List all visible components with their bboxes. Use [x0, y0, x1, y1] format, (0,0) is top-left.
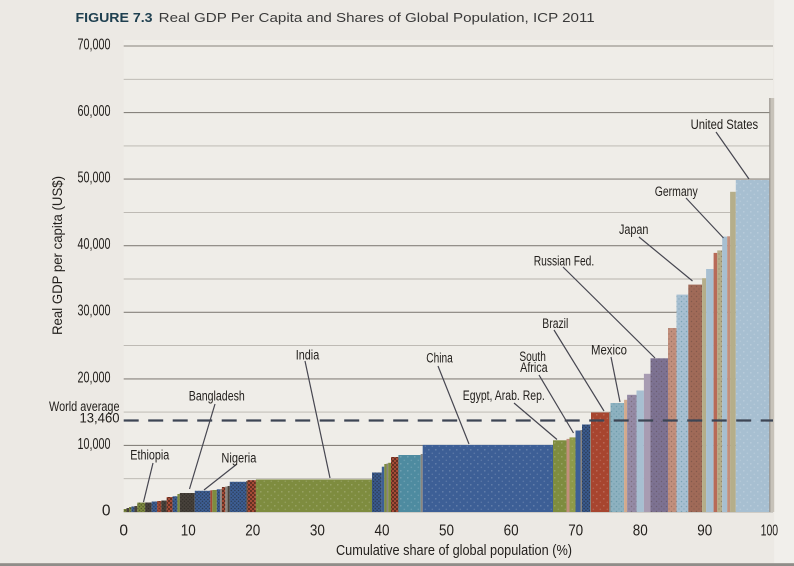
svg-text:30: 30	[310, 523, 325, 540]
svg-text:10: 10	[181, 523, 196, 540]
svg-text:0: 0	[102, 502, 111, 519]
svg-text:Real GDP per capita (US$): Real GDP per capita (US$)	[50, 176, 65, 335]
svg-text:60,000: 60,000	[78, 103, 111, 120]
svg-text:United States: United States	[691, 117, 759, 132]
svg-text:Japan: Japan	[619, 222, 649, 237]
svg-text:50,000: 50,000	[78, 170, 111, 187]
svg-text:China: China	[426, 351, 453, 366]
svg-text:Cumulative share of global pop: Cumulative share of global population (%…	[336, 542, 572, 559]
svg-text:Brazil: Brazil	[542, 316, 568, 331]
svg-text:0: 0	[119, 523, 128, 540]
svg-text:20,000: 20,000	[78, 369, 111, 386]
svg-text:70,000: 70,000	[78, 36, 111, 53]
svg-text:13,460: 13,460	[80, 410, 120, 425]
svg-text:World average: World average	[49, 399, 120, 414]
svg-text:80: 80	[633, 523, 648, 540]
svg-text:Russian Fed.: Russian Fed.	[534, 253, 595, 268]
svg-text:Germany: Germany	[655, 184, 698, 199]
svg-text:70: 70	[568, 523, 583, 540]
svg-text:Nigeria: Nigeria	[221, 451, 256, 466]
svg-text:Egypt, Arab. Rep.: Egypt, Arab. Rep.	[463, 388, 545, 403]
svg-text:Africa: Africa	[520, 360, 548, 375]
svg-text:Mexico: Mexico	[591, 343, 627, 358]
svg-text:60: 60	[504, 523, 519, 540]
svg-text:10,000: 10,000	[78, 436, 111, 453]
svg-text:100: 100	[761, 523, 779, 540]
svg-text:20: 20	[245, 523, 260, 540]
svg-text:40,000: 40,000	[78, 236, 111, 253]
svg-text:30,000: 30,000	[78, 303, 111, 320]
svg-text:Ethiopia: Ethiopia	[130, 448, 169, 463]
svg-text:South: South	[519, 349, 546, 364]
svg-text:India: India	[296, 348, 320, 363]
svg-text:90: 90	[697, 523, 712, 540]
svg-text:Bangladesh: Bangladesh	[189, 389, 245, 404]
svg-text:50: 50	[439, 523, 454, 540]
svg-text:40: 40	[375, 523, 390, 540]
